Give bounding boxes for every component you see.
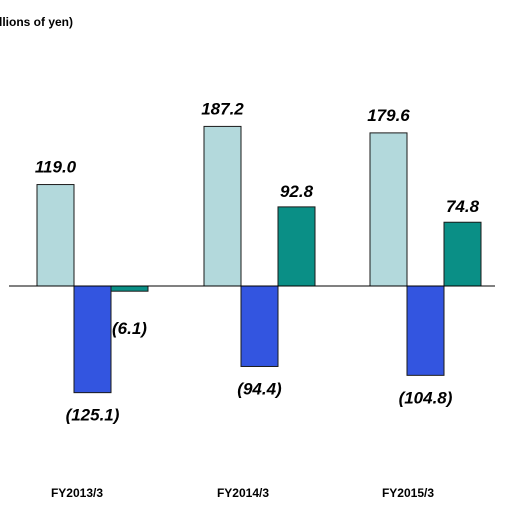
bar-s3-FY2015-3 [443, 221, 482, 287]
bar-s1-FY2013-3 [36, 184, 75, 287]
value-label: (125.1) [66, 406, 120, 425]
bars-layer [36, 125, 482, 394]
bar-s1-FY2015-3 [369, 132, 408, 287]
category-label: FY2015/3 [382, 486, 434, 500]
labels-layer: 119.0 187.2 179.6 (125.1) (94.4) (104.8) (6.1)… [35, 99, 480, 500]
value-label: (104.8) [399, 388, 453, 407]
bar-s2-FY2013-3 [73, 285, 112, 394]
bar-s2-FY2015-3 [406, 285, 445, 376]
value-label: (94.4) [237, 379, 282, 398]
value-label: 187.2 [201, 99, 244, 118]
bar-s1-FY2014-3 [203, 125, 242, 287]
value-label: 74.8 [446, 197, 480, 216]
value-label: 92.8 [280, 182, 314, 201]
value-label: 119.0 [35, 158, 77, 177]
bar-s2-FY2014-3 [240, 285, 279, 367]
category-label: FY2013/3 [51, 486, 103, 500]
value-label: 179.6 [367, 106, 410, 125]
bar-s3-FY2013-3 [110, 285, 149, 292]
category-label: FY2014/3 [217, 486, 269, 500]
bar-s3-FY2014-3 [277, 206, 316, 287]
unit-label: llions of yen) [0, 15, 73, 29]
value-label: (6.1) [112, 319, 147, 338]
